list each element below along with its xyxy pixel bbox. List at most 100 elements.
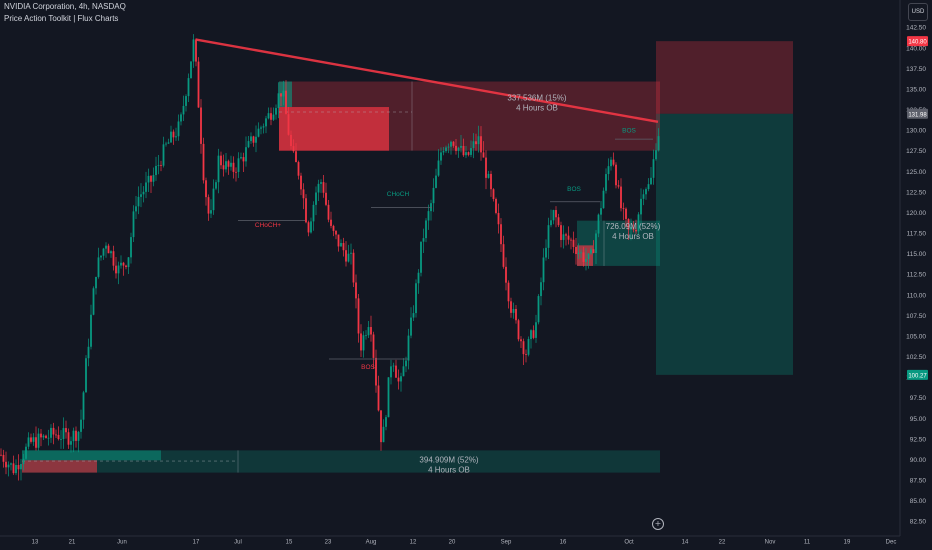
candle-body [237,158,240,172]
candle-body [412,313,415,318]
candle-body [500,224,502,245]
candle-body [207,197,210,214]
candle-body [130,237,132,258]
y-tick-label: 125.00 [906,169,926,176]
structure-label: BOS [567,186,581,193]
candle-body [527,339,530,355]
symbol-title[interactable]: NVIDIA Corporation, 4h, NASDAQ [4,2,126,11]
candle-body [507,282,510,302]
candle-body [107,245,110,254]
x-tick-label: 13 [32,540,39,546]
candle-body [145,182,147,192]
candle-body [427,211,430,221]
candle-body [65,428,67,433]
candle-body [332,225,335,231]
indicator-name[interactable]: Price Action Toolkit | Flux Charts [4,14,119,23]
candle-body [485,157,487,178]
candle-body [32,437,35,442]
candle-body [275,108,277,115]
candle-body [387,377,390,418]
candle-body [352,252,355,283]
currency-button[interactable]: USD [908,3,928,21]
candle-body [232,162,235,172]
candle-body [335,230,337,235]
candle-body [342,243,345,251]
candle-body [337,234,340,247]
candle-body [257,128,260,137]
x-tick-label: 15 [286,540,293,546]
y-tick-label: 87.50 [910,478,927,485]
candle-body [380,410,382,443]
candle-body [242,157,245,162]
candle-body [220,155,222,166]
candle-body [122,262,125,266]
x-tick-label: Jun [117,540,127,546]
y-tick-label: 107.50 [906,313,926,320]
ob-volume-label: 394.909M (52%) [419,456,478,465]
x-tick-label: 11 [804,540,811,546]
candle-body [165,143,167,145]
candle-body [247,141,250,148]
scroll-to-realtime-icon[interactable]: + [652,518,664,530]
ob-volume-label: 726.09M (52%) [606,222,661,231]
candle-body [397,377,400,382]
candle-body [447,146,450,148]
candle-body [2,454,5,462]
candle-body [7,464,10,468]
candle-body [105,245,107,249]
candle-body [530,330,532,340]
x-tick-label: Oct [624,540,634,546]
candle-body [320,182,322,184]
x-tick-label: Aug [366,540,377,546]
structure-label: BOS [622,128,636,135]
candle-body [415,283,417,314]
candle-body [542,257,545,283]
candle-body [200,107,202,144]
candle-body [170,131,172,143]
candle-body [290,134,292,147]
y-tick-label: 115.00 [907,251,927,258]
candle-body [517,320,520,340]
candle-body [17,465,20,470]
candle-body [57,434,60,440]
candle-body [142,191,145,195]
candle-body [645,189,647,195]
candle-body [312,204,315,222]
ob-low-volume-green [22,450,161,461]
price-label: 140.80 [908,40,927,46]
candle-body [25,446,27,459]
candle-body [492,189,495,200]
candle-body [222,165,225,170]
candle-body [235,171,237,173]
candle-body [245,147,247,162]
candle-body [60,439,62,440]
candle-body [605,174,607,191]
candle-body [35,437,37,448]
candle-body [590,249,592,254]
candle-body [285,90,287,115]
candle-body [287,114,290,135]
candle-body [580,252,582,254]
candle-body [12,463,15,474]
candle-body [157,165,160,166]
y-tick-label: 92.50 [910,436,927,443]
order-block-bullish-low [22,450,660,473]
candle-body [422,238,425,242]
candle-body [225,161,227,170]
y-tick-label: 95.00 [910,416,927,423]
candle-body [657,136,660,151]
candle-body [382,426,385,443]
candle-body [632,226,635,230]
candle-body [610,159,612,167]
candle-body [82,392,85,420]
candle-body [147,175,150,183]
y-tick-label: 112.50 [907,272,927,279]
y-tick-label: 140.00 [906,45,926,52]
candle-body [535,322,537,338]
candle-body [552,210,555,221]
candle-body [570,239,572,241]
candle-body [357,298,360,334]
candle-body [482,152,485,158]
candle-body [515,308,517,321]
